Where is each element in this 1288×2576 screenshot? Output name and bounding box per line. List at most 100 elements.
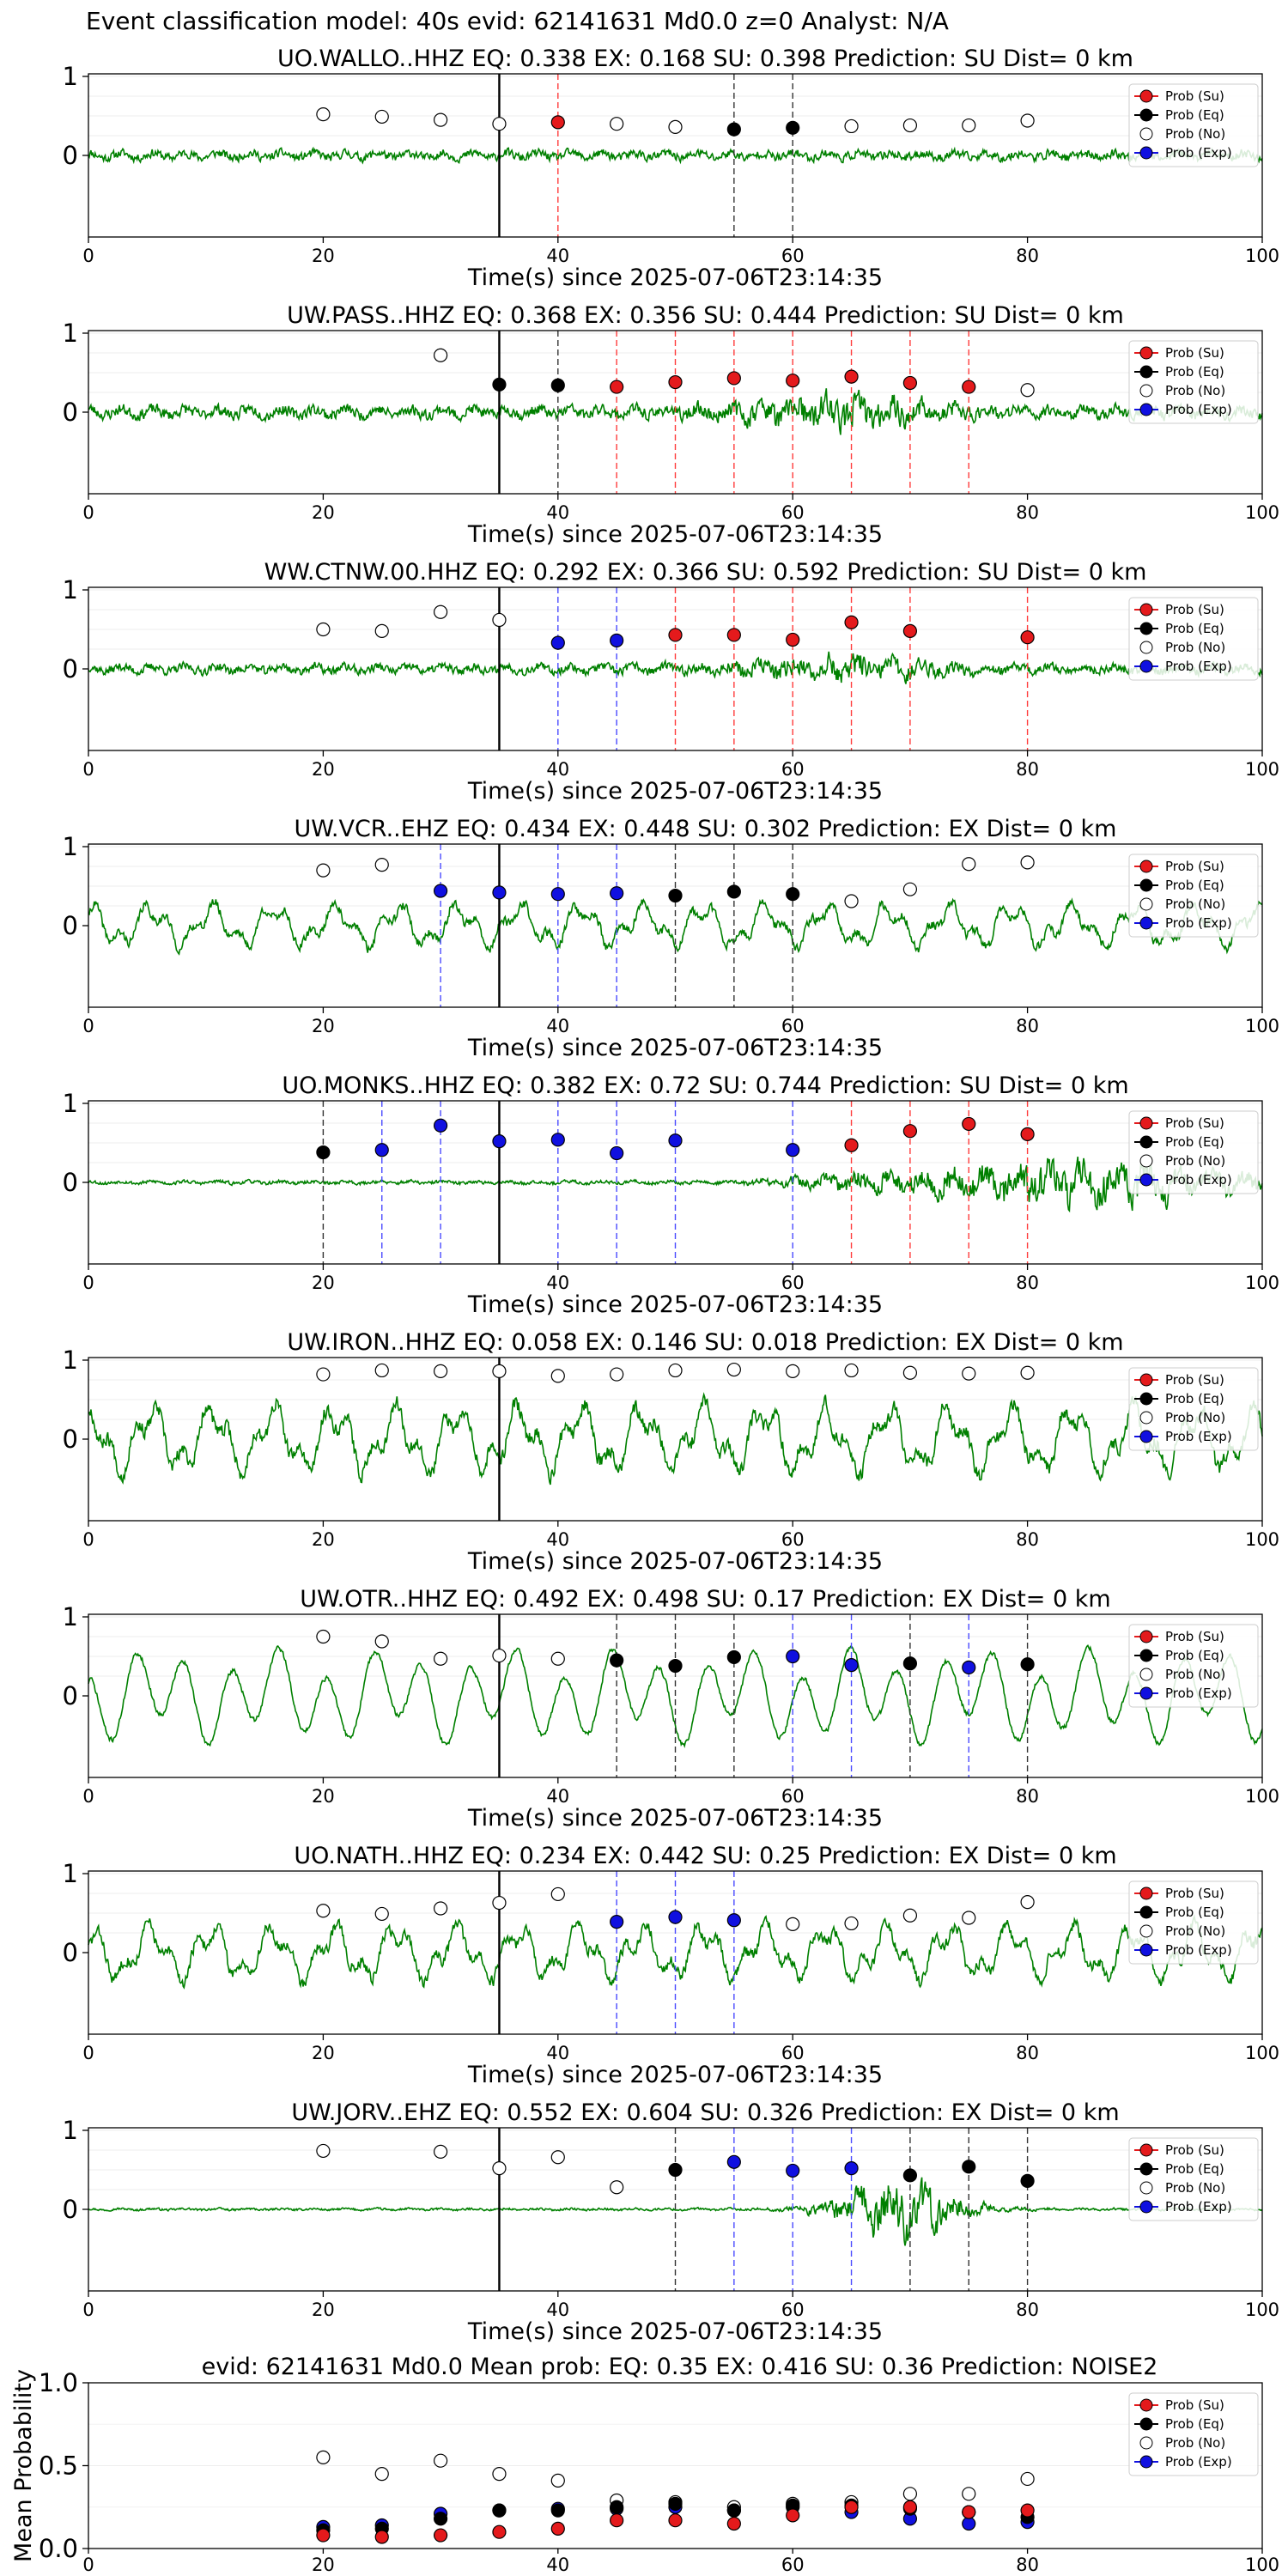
legend-marker-no bbox=[1139, 1668, 1153, 1681]
legend-label-eq: Prob (Eq) bbox=[1165, 107, 1224, 123]
legend-label-exp: Prob (Exp) bbox=[1165, 915, 1232, 931]
mean-marker-no bbox=[902, 2487, 918, 2501]
prob-marker-no bbox=[962, 1366, 976, 1381]
legend-marker-no bbox=[1139, 2181, 1153, 2195]
prob-marker-no bbox=[492, 1648, 507, 1663]
prob-marker-exp bbox=[550, 635, 565, 650]
x-tick-label: 20 bbox=[312, 759, 335, 780]
prob-marker-su bbox=[786, 632, 800, 647]
y-tick-label: 1 bbox=[63, 2116, 78, 2145]
legend-marker-no bbox=[1139, 127, 1153, 141]
panel-title: UW.IRON..HHZ EQ: 0.058 EX: 0.146 SU: 0.0… bbox=[287, 1329, 1123, 1356]
y-tick-label: 0 bbox=[63, 1938, 78, 1967]
x-tick-label: 60 bbox=[781, 2043, 805, 2063]
x-tick-label: 0 bbox=[82, 2300, 94, 2320]
panel-title: UW.JORV..EHZ EQ: 0.552 EX: 0.604 SU: 0.3… bbox=[291, 2099, 1119, 2126]
prob-marker-no bbox=[902, 1908, 918, 1923]
y-tick-label: 0 bbox=[63, 2195, 78, 2224]
y-tick-label: 1 bbox=[63, 1346, 78, 1375]
legend-label-su: Prob (Su) bbox=[1165, 859, 1224, 874]
x-tick-label: 20 bbox=[312, 1786, 335, 1807]
prob-marker-su bbox=[726, 371, 741, 386]
legend-marker-exp bbox=[1139, 916, 1153, 930]
x-tick-label: 20 bbox=[312, 1273, 335, 1293]
x-tick-label: 20 bbox=[312, 502, 335, 523]
legend-box bbox=[1128, 1367, 1259, 1451]
waveform-trace bbox=[88, 146, 1263, 165]
mean-marker-su bbox=[550, 2521, 565, 2536]
prob-marker-no bbox=[433, 1364, 448, 1378]
prob-marker-su bbox=[610, 380, 624, 394]
legend-marker-exp bbox=[1139, 1430, 1153, 1443]
legend-marker-exp bbox=[1139, 146, 1153, 160]
mean-marker-su bbox=[844, 2500, 859, 2514]
mean-marker-eq bbox=[610, 2500, 624, 2514]
legend-box bbox=[1128, 2392, 1259, 2476]
x-tick-label: 40 bbox=[546, 1529, 569, 1550]
x-tick-label: 60 bbox=[781, 759, 805, 780]
prob-marker-no bbox=[374, 109, 389, 125]
x-tick-label: 40 bbox=[546, 1016, 569, 1036]
figure-suptitle: Event classification model: 40s evid: 62… bbox=[86, 7, 949, 35]
prob-marker-exp bbox=[610, 886, 624, 901]
prob-marker-exp bbox=[844, 2161, 859, 2176]
y-tick-label: 1 bbox=[63, 1089, 78, 1118]
legend-label-eq: Prob (Eq) bbox=[1165, 2161, 1224, 2177]
prob-marker-su bbox=[1020, 1127, 1035, 1141]
prob-marker-exp bbox=[786, 1649, 800, 1664]
legend-marker-su bbox=[1139, 860, 1153, 873]
panel-title: UW.PASS..HHZ EQ: 0.368 EX: 0.356 SU: 0.4… bbox=[287, 302, 1124, 329]
legend-label-exp: Prob (Exp) bbox=[1165, 659, 1232, 674]
prob-marker-exp bbox=[726, 1913, 741, 1928]
x-axis-label: Time(s) since 2025-07-06T23:14:35 bbox=[467, 2062, 883, 2088]
x-tick-label: 20 bbox=[312, 246, 335, 266]
x-tick-label: 80 bbox=[1016, 246, 1039, 266]
legend-box bbox=[1128, 83, 1259, 167]
y-tick-label: 1 bbox=[63, 1859, 78, 1888]
y-tick-label: 0 bbox=[63, 1168, 78, 1197]
x-tick-label: 80 bbox=[1016, 759, 1039, 780]
y-tick-label: 1 bbox=[63, 575, 78, 605]
x-tick-label: 80 bbox=[1016, 1529, 1039, 1550]
legend-label-no: Prob (No) bbox=[1165, 2435, 1225, 2451]
legend-label-exp: Prob (Exp) bbox=[1165, 2454, 1232, 2470]
x-tick-label: 100 bbox=[1245, 2300, 1279, 2320]
legend-marker-no bbox=[1139, 1411, 1153, 1425]
mean-marker-eq bbox=[433, 2512, 448, 2526]
prob-marker-no bbox=[902, 118, 918, 133]
y-tick-label: 1 bbox=[63, 62, 78, 91]
prob-marker-su bbox=[844, 369, 859, 384]
panel-title: UO.NATH..HHZ EQ: 0.234 EX: 0.442 SU: 0.2… bbox=[294, 1843, 1116, 1869]
legend-marker-exp bbox=[1139, 1943, 1153, 1957]
prob-marker-no bbox=[492, 612, 507, 628]
y-tick-label: 0.5 bbox=[39, 2451, 78, 2481]
prob-marker-eq bbox=[668, 888, 683, 903]
prob-marker-eq bbox=[726, 1649, 741, 1665]
legend-marker-eq bbox=[1139, 878, 1153, 892]
legend-marker-su bbox=[1139, 2398, 1153, 2412]
legend-label-no: Prob (No) bbox=[1165, 126, 1225, 142]
prob-marker-exp bbox=[492, 1134, 507, 1149]
prob-marker-no bbox=[433, 348, 448, 362]
prob-marker-eq bbox=[786, 887, 800, 902]
legend-label-no: Prob (No) bbox=[1165, 1923, 1225, 1939]
prob-marker-no bbox=[902, 882, 918, 896]
prob-marker-no bbox=[962, 118, 976, 133]
prob-marker-eq bbox=[668, 1658, 683, 1674]
legend-label-no: Prob (No) bbox=[1165, 1153, 1225, 1169]
prob-marker-no bbox=[374, 1634, 389, 1649]
legend-label-eq: Prob (Eq) bbox=[1165, 1134, 1224, 1150]
mean-marker-exp bbox=[962, 2516, 976, 2531]
prob-marker-no bbox=[786, 1917, 800, 1931]
prob-marker-no bbox=[1020, 1365, 1035, 1380]
prob-marker-eq bbox=[316, 1145, 331, 1160]
legend-label-eq: Prob (Eq) bbox=[1165, 364, 1224, 380]
legend-box bbox=[1128, 1880, 1259, 1965]
prob-marker-su bbox=[844, 1138, 859, 1152]
legend-label-su: Prob (Su) bbox=[1165, 2397, 1224, 2413]
x-tick-label: 20 bbox=[312, 2555, 335, 2575]
prob-marker-no bbox=[610, 117, 624, 131]
x-tick-label: 80 bbox=[1016, 502, 1039, 523]
legend-label-no: Prob (No) bbox=[1165, 1410, 1225, 1425]
x-tick-label: 100 bbox=[1245, 2043, 1279, 2063]
